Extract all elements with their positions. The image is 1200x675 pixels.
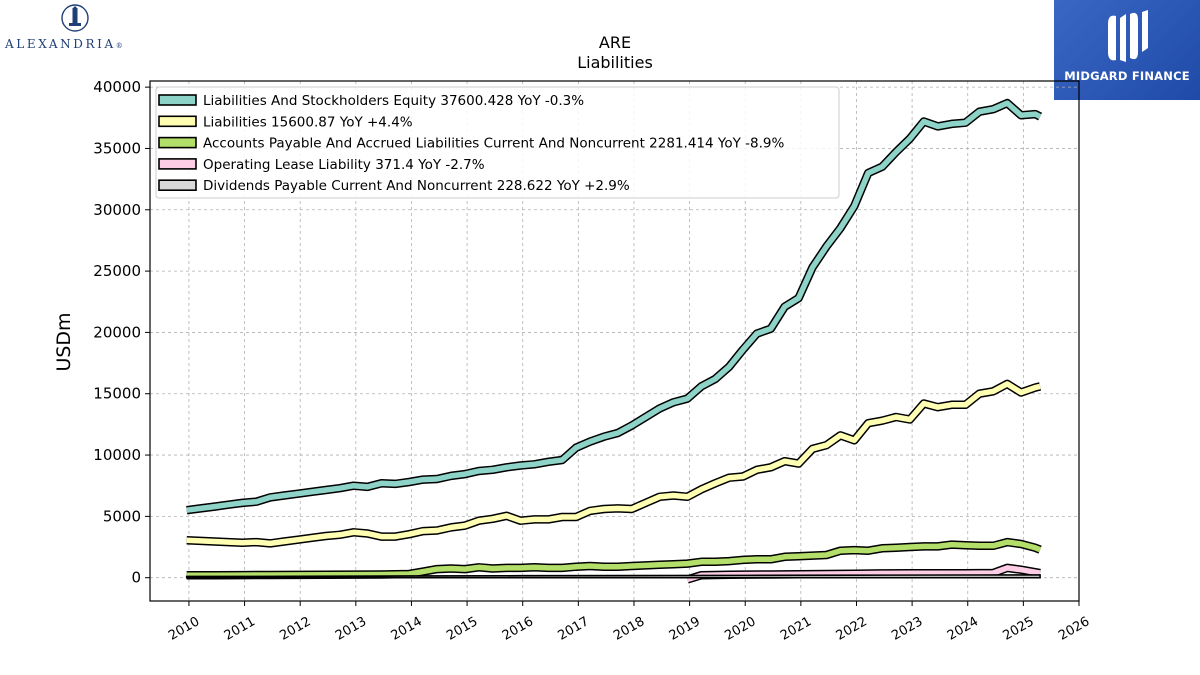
x-tick-label: 2011 [222,614,258,644]
series-line [186,381,1041,547]
x-tick-label: 2025 [1001,614,1037,644]
x-tick-label: 2017 [556,614,592,644]
midgard-monogram-icon [1108,10,1148,62]
legend-swatch [158,94,197,106]
y-tick-label: 10000 [93,446,141,464]
legend: Liabilities And Stockholders Equity 3760… [155,86,840,199]
series-line [186,539,1042,578]
series-1 [186,98,1043,515]
y-tick-label: 40000 [93,78,141,96]
x-tick-label: 2024 [945,614,981,644]
legend-swatch [158,136,197,149]
x-tick-label: 2019 [667,614,703,644]
series-2 [186,379,1042,548]
x-tick-label: 2012 [277,614,313,644]
x-tick-label: 2014 [389,614,425,644]
y-tick-label: 5000 [103,507,141,525]
x-tick-label: 2023 [889,614,925,644]
y-tick-label: 25000 [93,262,141,280]
legend-swatch [158,115,197,128]
midgard-finance-logo: MIDGARD FINANCE [1054,0,1200,100]
y-tick-label: 15000 [93,385,141,403]
x-tick-label: 2026 [1056,614,1092,644]
plot-frame [149,80,1080,602]
alexandria-logo: ALEXANDRIA® [0,0,150,60]
x-tick-label: 2016 [500,614,536,644]
x-tick-label: 2010 [166,614,202,644]
legend-box [155,86,840,199]
legend-entry: Accounts Payable And Accrued Liabilities… [203,136,784,152]
x-tick-label: 2021 [778,614,814,644]
chart-title: ARE [599,33,631,52]
legend-swatch [158,158,197,170]
chart-subtitle: Liabilities [577,53,653,72]
series-5 [185,574,1041,579]
series-line [186,100,1042,513]
legend-entry: Liabilities And Stockholders Equity 3760… [203,93,584,109]
y-axis-label: USDm [53,312,75,371]
legend-entry: Operating Lease Liability 371.4 YoY -2.7… [203,157,485,173]
midgard-finance-logo-text: MIDGARD FINANCE [1064,69,1190,83]
x-tick-label: 2022 [834,614,870,644]
x-tick-label: 2018 [611,614,647,644]
building-seal-icon [61,4,89,32]
y-tick-label: 20000 [93,323,141,341]
x-tick-label: 2015 [444,614,480,644]
y-tick-label: 0 [131,569,141,587]
legend-entry: Dividends Payable Current And Noncurrent… [203,178,630,194]
x-tick-label: 2020 [722,614,758,644]
series-band [185,574,1041,579]
legend-entry: Liabilities 15600.87 YoY +4.4% [203,114,413,130]
y-tick-label: 30000 [93,201,141,219]
series-layer [185,98,1043,584]
y-tick-label: 35000 [93,139,141,157]
alexandria-logo-text: ALEXANDRIA® [5,37,123,51]
legend-swatch [158,179,197,191]
series-3 [186,537,1042,580]
x-tick-label: 2013 [333,614,369,644]
